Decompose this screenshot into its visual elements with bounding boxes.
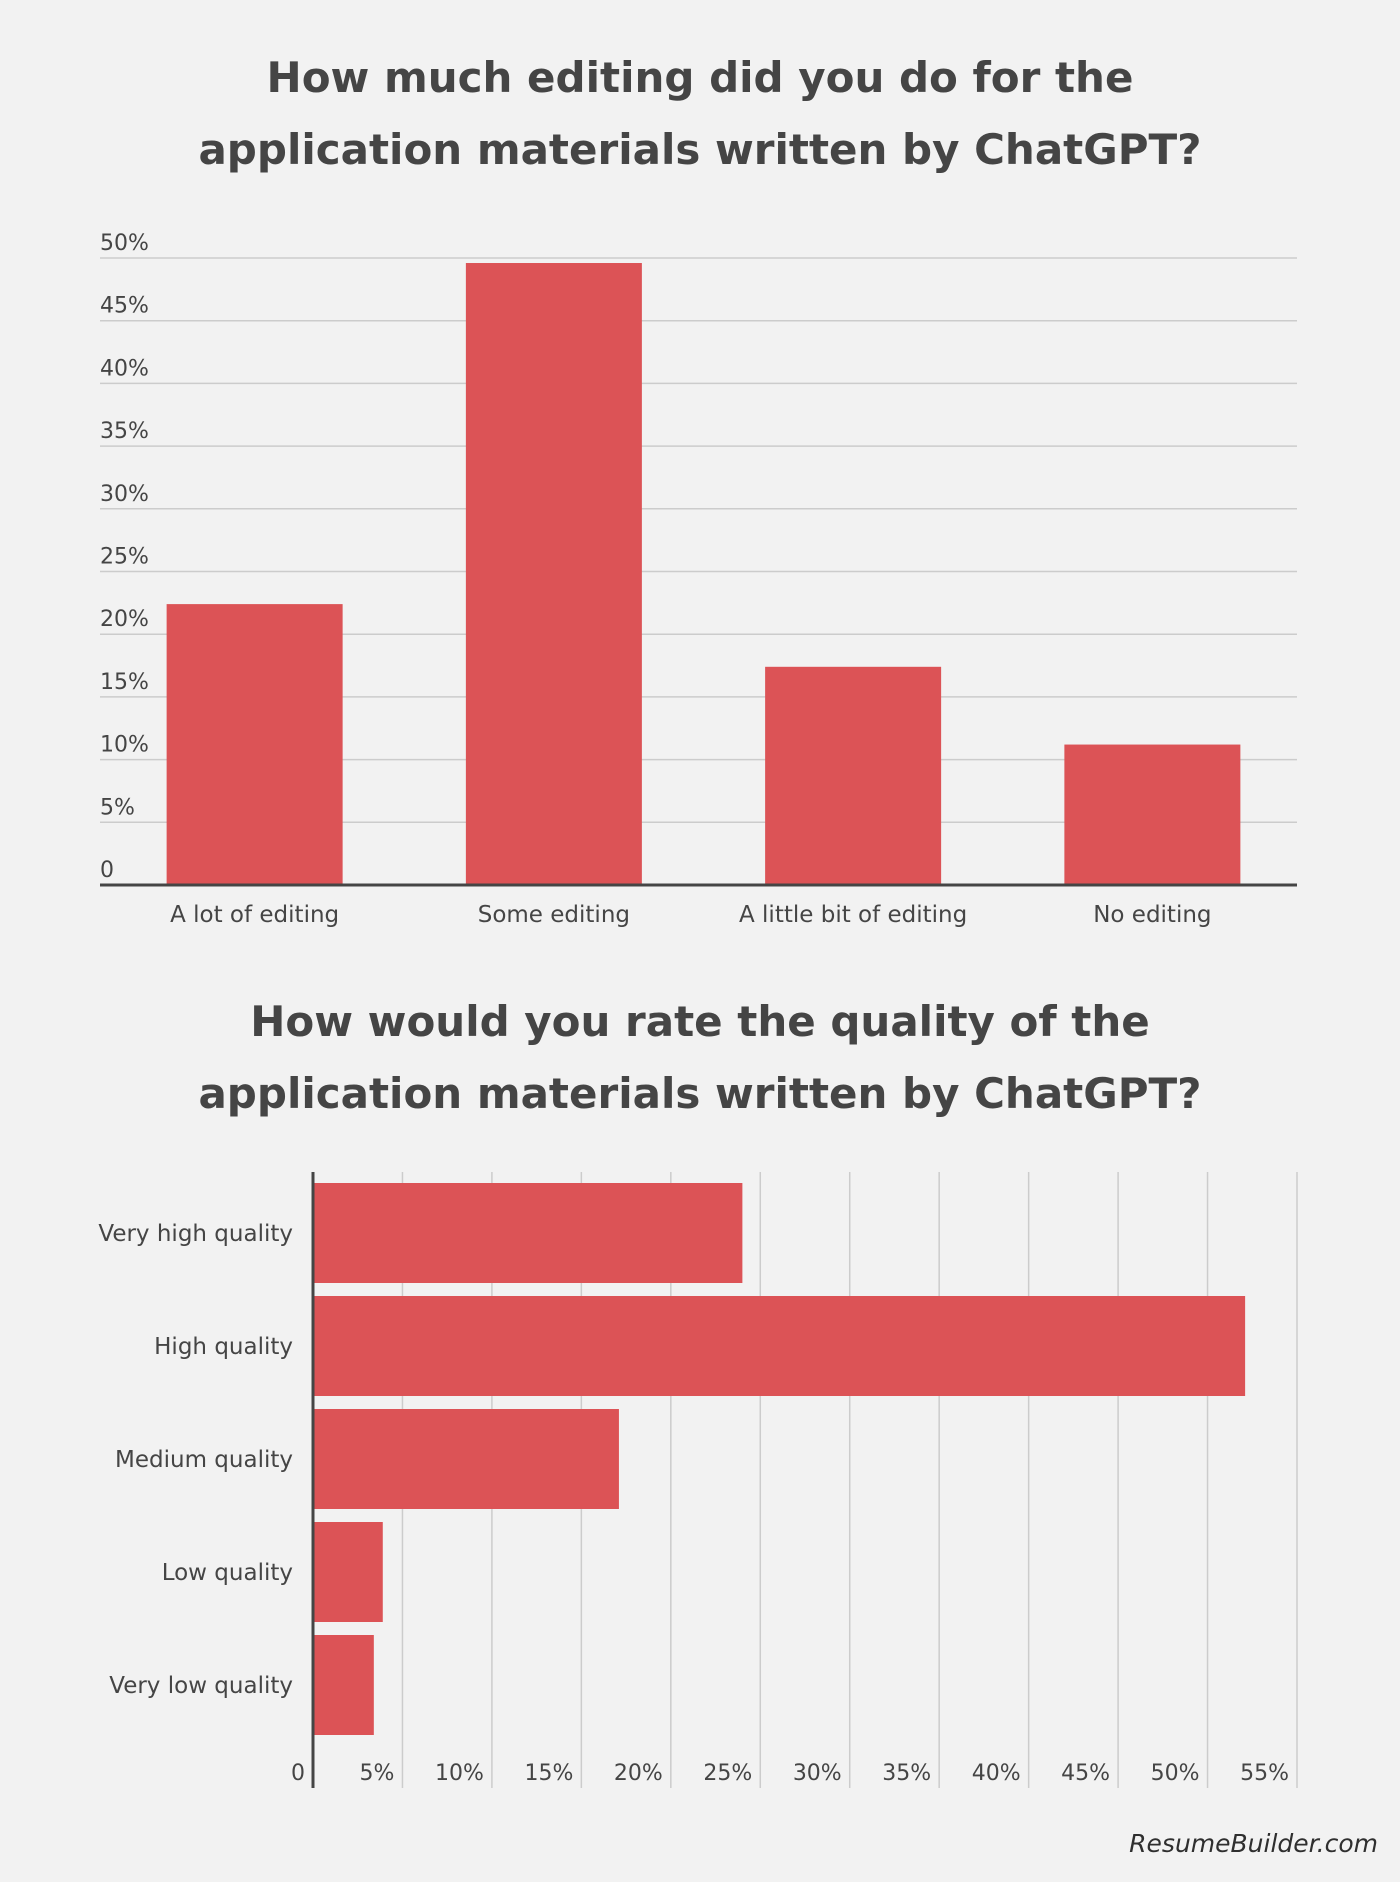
y-tick-label: 40% — [100, 356, 149, 381]
y-tick-label: Medium quality — [115, 1447, 293, 1473]
x-tick-label: 45% — [1061, 1761, 1110, 1786]
editing-bar-chart: 0 5% 10% 15% 20% 25% 30% 35% 40% 45% 50% A lot of e… — [100, 231, 1297, 928]
x-tick-label: Some editing — [478, 902, 630, 928]
y-tick-label: 15% — [100, 670, 149, 695]
bar — [313, 1635, 374, 1735]
x-tick-label: 35% — [882, 1761, 931, 1786]
y-tick-label: 35% — [100, 419, 149, 444]
bar — [765, 666, 942, 885]
y-tick-label: 30% — [100, 482, 149, 507]
chart-1-title-line-1: How much editing did you do for the — [266, 53, 1134, 102]
x-tick-label: 40% — [972, 1761, 1021, 1786]
x-tick-label: A little bit of editing — [739, 902, 967, 928]
bar — [313, 1522, 383, 1622]
chart-2-title: How would you rate the quality of the ap… — [0, 986, 1400, 1130]
x-tick-label: 15% — [524, 1761, 573, 1786]
chart-2-title-line-1: How would you rate the quality of the — [250, 997, 1150, 1046]
bar — [313, 1409, 619, 1509]
y-tick-label: Low quality — [162, 1560, 293, 1586]
bar — [313, 1296, 1246, 1396]
y-tick-label: 20% — [100, 607, 149, 632]
y-tick-label: 25% — [100, 545, 149, 570]
y-tick-label: Very low quality — [109, 1673, 293, 1699]
y-tick-label: 45% — [100, 294, 149, 319]
x-tick-label: 5% — [360, 1761, 395, 1786]
x-tick-label: 10% — [435, 1761, 484, 1786]
y-tick-label: 5% — [100, 795, 135, 820]
x-tick-label: 50% — [1151, 1761, 1200, 1786]
y-tick-label: High quality — [154, 1334, 293, 1360]
x-tick-label: 0 — [291, 1761, 305, 1786]
x-tick-label: 55% — [1240, 1761, 1289, 1786]
x-tick-label: 25% — [703, 1761, 752, 1786]
y-tick-label: 50% — [100, 231, 149, 256]
x-tick-label: No editing — [1093, 902, 1211, 928]
y-tick-label: 10% — [100, 733, 149, 758]
bar — [166, 604, 343, 885]
bar — [465, 263, 642, 885]
chart-2-title-line-2: application materials written by ChatGPT… — [198, 1069, 1202, 1118]
bar — [1064, 744, 1241, 885]
source-credit: ResumeBuilder.com — [1129, 1829, 1378, 1858]
chart-1-title: How much editing did you do for the appl… — [0, 42, 1400, 186]
quality-bar-chart: 0 5% 10% 15% 20% 25% 30% 35% 40% 45% 50% 55% Very hi… — [98, 1172, 1298, 1788]
x-tick-label: 20% — [614, 1761, 663, 1786]
x-tick-label: A lot of editing — [170, 902, 339, 928]
bar — [313, 1183, 743, 1283]
chart-1-title-line-2: application materials written by ChatGPT… — [198, 125, 1202, 174]
y-tick-label: Very high quality — [98, 1221, 293, 1247]
x-tick-label: 30% — [793, 1761, 842, 1786]
y-tick-label: 0 — [100, 858, 114, 883]
